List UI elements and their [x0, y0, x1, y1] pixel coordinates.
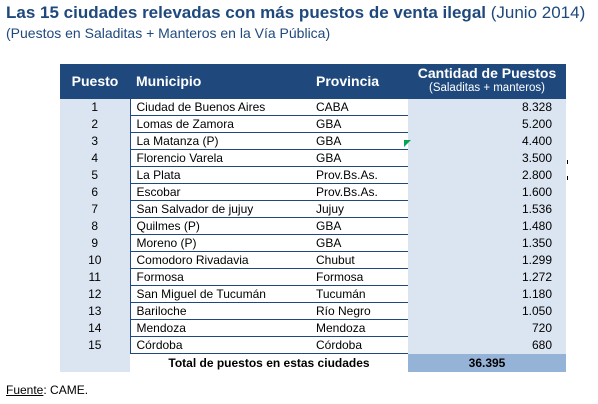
column-header-puesto: Puesto — [60, 64, 130, 99]
provincia-cell: GBA — [310, 217, 408, 235]
provincia-cell: Formosa — [310, 268, 408, 286]
table-row: 10 Comodoro Rivadavia Chubut 1.299 — [60, 251, 566, 269]
municipio-cell: San Salvador de jujuy — [129, 200, 310, 218]
table-row: 4 Florencio Varela GBA 3.500 — [60, 149, 566, 167]
cantidad-header-label: Cantidad de Puestos — [417, 65, 557, 82]
table-row: 9 Moreno (P) GBA 1.350 — [60, 234, 566, 252]
municipio-cell: Florencio Varela — [129, 149, 310, 167]
rank-cell: 6 — [60, 183, 130, 201]
table-row: 5 La Plata Prov.Bs.As. 2.800 — [60, 166, 566, 184]
provincia-cell: GBA — [310, 149, 408, 167]
cantidad-cell: 1.600 — [408, 183, 566, 201]
provincia-cell: Río Negro — [310, 302, 408, 320]
provincia-cell: GBA — [310, 115, 408, 133]
title-text: Las 15 ciudades relevadas con más puesto… — [6, 3, 486, 22]
municipio-cell: Mendoza — [129, 319, 310, 337]
rank-cell: 9 — [60, 234, 130, 252]
rank-cell: 4 — [60, 149, 130, 167]
table-row: 8 Quilmes (P) GBA 1.480 — [60, 217, 566, 235]
cantidad-cell: 1.350 — [408, 234, 566, 252]
municipio-cell: La Matanza (P) — [129, 132, 310, 150]
rank-cell: 3 — [60, 132, 130, 150]
municipio-cell: Escobar — [129, 183, 310, 201]
cell-comment-marker-icon — [404, 140, 411, 147]
municipio-cell: Córdoba — [129, 336, 310, 354]
municipio-cell: Moreno (P) — [129, 234, 310, 252]
rank-cell: 5 — [60, 166, 130, 184]
municipio-cell: Formosa — [129, 268, 310, 286]
cantidad-cell: 4.400 — [408, 132, 566, 150]
table-row: 2 Lomas de Zamora GBA 5.200 — [60, 115, 566, 133]
cantidad-cell: 1.050 — [408, 302, 566, 320]
provincia-cell: Tucumán — [310, 285, 408, 303]
table-row: 15 Córdoba Córdoba 680 — [60, 336, 566, 354]
table-row: 11 Formosa Formosa 1.272 — [60, 268, 566, 286]
source-value: : CAME. — [43, 383, 89, 397]
municipio-cell: Bariloche — [129, 302, 310, 320]
municipio-cell: La Plata — [129, 166, 310, 184]
total-row: Total de puestos en estas ciudades 36.39… — [60, 353, 566, 372]
cantidad-cell: 1.536 — [408, 200, 566, 218]
table-row: 6 Escobar Prov.Bs.As. 1.600 — [60, 183, 566, 201]
column-header-municipio: Municipio — [130, 64, 310, 99]
rank-cell: 11 — [60, 268, 130, 286]
table-row: 3 La Matanza (P) GBA 4.400 — [60, 132, 566, 150]
municipio-cell: Lomas de Zamora — [129, 115, 310, 133]
cantidad-cell: 1.180 — [408, 285, 566, 303]
cantidad-cell: 5.200 — [408, 115, 566, 133]
table-row: 12 San Miguel de Tucumán Tucumán 1.180 — [60, 285, 566, 303]
rank-cell: 15 — [60, 336, 130, 354]
provincia-cell: Córdoba — [310, 336, 408, 354]
source-label: Fuente — [6, 383, 44, 397]
total-value: 36.395 — [408, 353, 566, 372]
table-row: 7 San Salvador de jujuy Jujuy 1.536 — [60, 200, 566, 218]
cantidad-cell: 720 — [408, 319, 566, 337]
rank-cell: 8 — [60, 217, 130, 235]
rank-cell: 13 — [60, 302, 130, 320]
rank-cell: 10 — [60, 251, 130, 269]
cantidad-cell: 1.272 — [408, 268, 566, 286]
total-spacer-cell — [60, 353, 130, 372]
rank-cell: 14 — [60, 319, 130, 337]
municipio-cell: Ciudad de Buenos Aires — [129, 98, 310, 116]
page-title: Las 15 ciudades relevadas con más puesto… — [6, 3, 585, 23]
table-row: 13 Bariloche Río Negro 1.050 — [60, 302, 566, 320]
title-date: (Junio 2014) — [490, 3, 586, 22]
provincia-cell: Chubut — [310, 251, 408, 269]
municipio-cell: Comodoro Rivadavia — [129, 251, 310, 269]
table-row: 1 Ciudad de Buenos Aires CABA 8.328 — [60, 98, 566, 116]
provincia-cell: Prov.Bs.As. — [310, 183, 408, 201]
rank-cell: 1 — [60, 98, 130, 116]
table-row: 14 Mendoza Mendoza 720 — [60, 319, 566, 337]
total-label: Total de puestos en estas ciudades — [130, 353, 408, 372]
cantidad-cell: 3.500 — [408, 149, 566, 167]
border-tick-mark — [567, 160, 568, 164]
municipio-cell: Quilmes (P) — [129, 217, 310, 235]
column-header-cantidad: Cantidad de Puestos (Saladitas + mantero… — [408, 64, 566, 99]
provincia-cell: GBA — [310, 234, 408, 252]
provincia-cell: GBA — [310, 132, 408, 150]
column-header-provincia: Provincia — [310, 64, 408, 99]
cantidad-cell: 1.480 — [408, 217, 566, 235]
provincia-cell: Jujuy — [310, 200, 408, 218]
table-header-row: Puesto Municipio Provincia Cantidad de P… — [60, 64, 566, 99]
border-tick-mark — [567, 176, 568, 180]
rank-cell: 7 — [60, 200, 130, 218]
rank-cell: 2 — [60, 115, 130, 133]
source-note: Fuente: CAME. — [6, 383, 88, 397]
ranking-table: Puesto Municipio Provincia Cantidad de P… — [60, 64, 566, 372]
page-subtitle: (Puestos en Saladitas + Manteros en la V… — [6, 25, 331, 41]
provincia-cell: Prov.Bs.As. — [310, 166, 408, 184]
cantidad-header-sublabel: (Saladitas + manteros) — [428, 82, 545, 95]
provincia-cell: CABA — [310, 98, 408, 116]
cantidad-cell: 680 — [408, 336, 566, 354]
cantidad-cell: 8.328 — [408, 98, 566, 116]
municipio-cell: San Miguel de Tucumán — [129, 285, 310, 303]
rank-cell: 12 — [60, 285, 130, 303]
cantidad-cell: 2.800 — [408, 166, 566, 184]
cantidad-cell: 1.299 — [408, 251, 566, 269]
provincia-cell: Mendoza — [310, 319, 408, 337]
